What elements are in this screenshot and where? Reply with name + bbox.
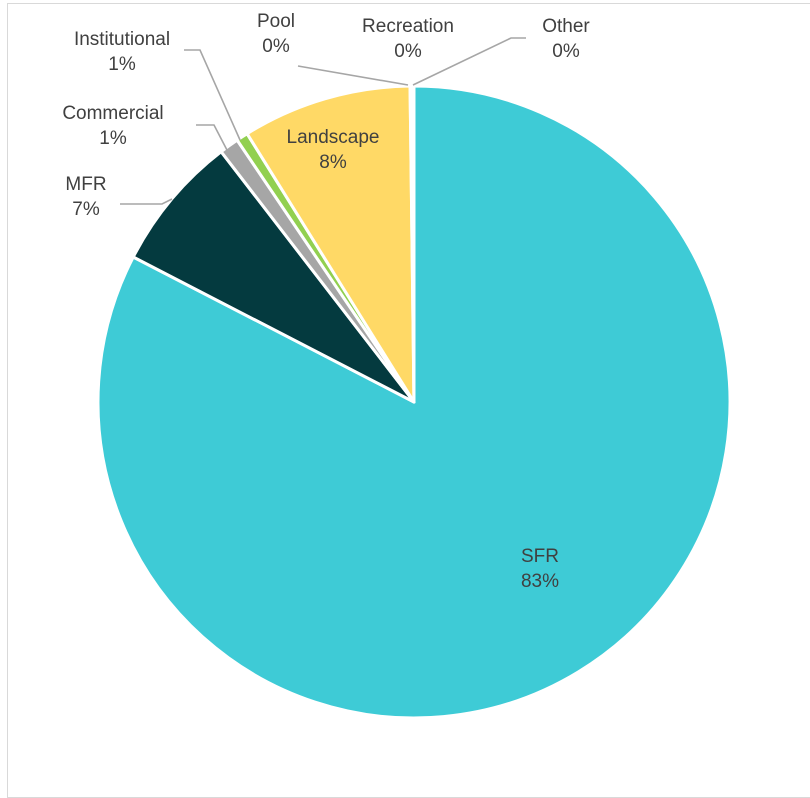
slice-percent-institutional: 1%	[108, 54, 136, 75]
slice-label-landscape: Landscape 8%	[287, 127, 380, 173]
leader-line-other	[412, 37, 526, 86]
pie-slices	[96, 84, 732, 720]
slice-percent-recreation: 0%	[394, 41, 422, 62]
slice-name-landscape: Landscape	[287, 127, 380, 148]
slice-name-other: Other	[542, 16, 590, 37]
slice-percent-landscape: 8%	[319, 152, 347, 173]
leader-lines	[120, 37, 526, 205]
slice-label-pool: Pool 0%	[257, 11, 295, 57]
slice-name-pool: Pool	[257, 11, 295, 32]
slice-other	[411, 84, 416, 404]
slice-label-mfr: MFR 7%	[65, 174, 106, 220]
slice-name-sfr: SFR	[521, 546, 559, 567]
leader-line-commercial	[196, 124, 229, 153]
slice-name-recreation: Recreation	[362, 16, 454, 37]
slice-percent-other: 0%	[552, 41, 580, 62]
leader-line-institutional	[184, 49, 241, 141]
slice-name-mfr: MFR	[65, 174, 106, 195]
slice-label-institutional: Institutional 1%	[74, 29, 170, 75]
slice-percent-sfr: 83%	[521, 571, 559, 592]
slice-label-sfr: SFR 83%	[521, 546, 559, 592]
slice-label-recreation: Recreation 0%	[362, 16, 454, 62]
slice-label-commercial: Commercial 1%	[62, 103, 163, 149]
slice-percent-pool: 0%	[262, 36, 290, 57]
slice-landscape	[245, 84, 416, 404]
slice-name-institutional: Institutional	[74, 29, 170, 50]
leader-line-mfr	[120, 198, 173, 205]
slice-labels: SFR 83% MFR 7% Commercial 1% Institutional 1% La…	[62, 11, 590, 592]
leader-line-pool	[297, 65, 409, 86]
slice-percent-commercial: 1%	[99, 128, 127, 149]
slice-name-commercial: Commercial	[62, 103, 163, 124]
slice-label-other: Other 0%	[542, 16, 590, 62]
slice-percent-mfr: 7%	[72, 199, 100, 220]
